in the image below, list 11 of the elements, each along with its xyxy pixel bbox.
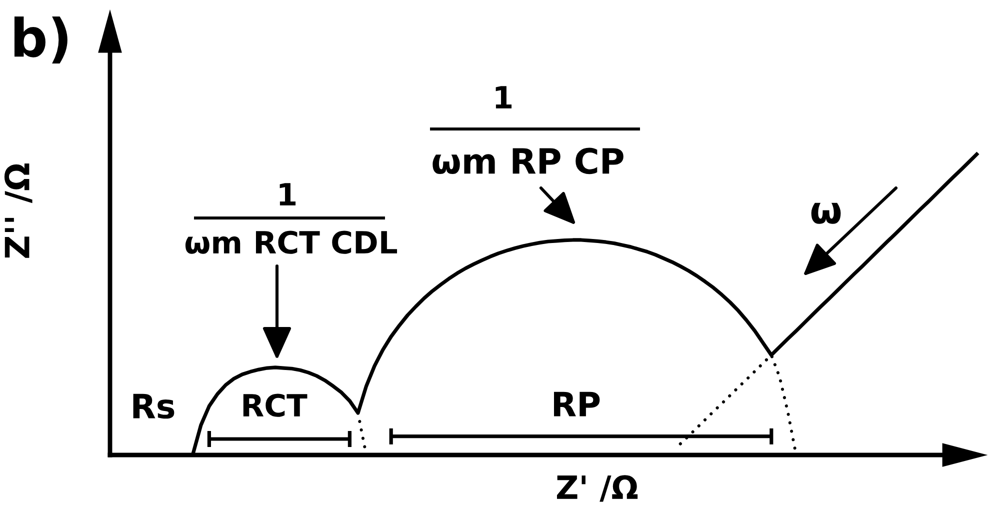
y-axis-title: Z'' /Ω (4, 164, 32, 258)
annotation: ωm RP CP (432, 148, 624, 174)
text: 1 (496, 86, 512, 108)
x-axis-title: Z' /Ω (556, 475, 638, 502)
annotation: RP (554, 392, 600, 416)
text: b) (14, 16, 68, 64)
annotation: 1 (280, 183, 296, 206)
annotation: RCT (243, 394, 308, 417)
annotation: ω (811, 202, 841, 224)
annotation: Rs (133, 394, 174, 419)
annotation: ωm RCT CDL (185, 230, 398, 254)
